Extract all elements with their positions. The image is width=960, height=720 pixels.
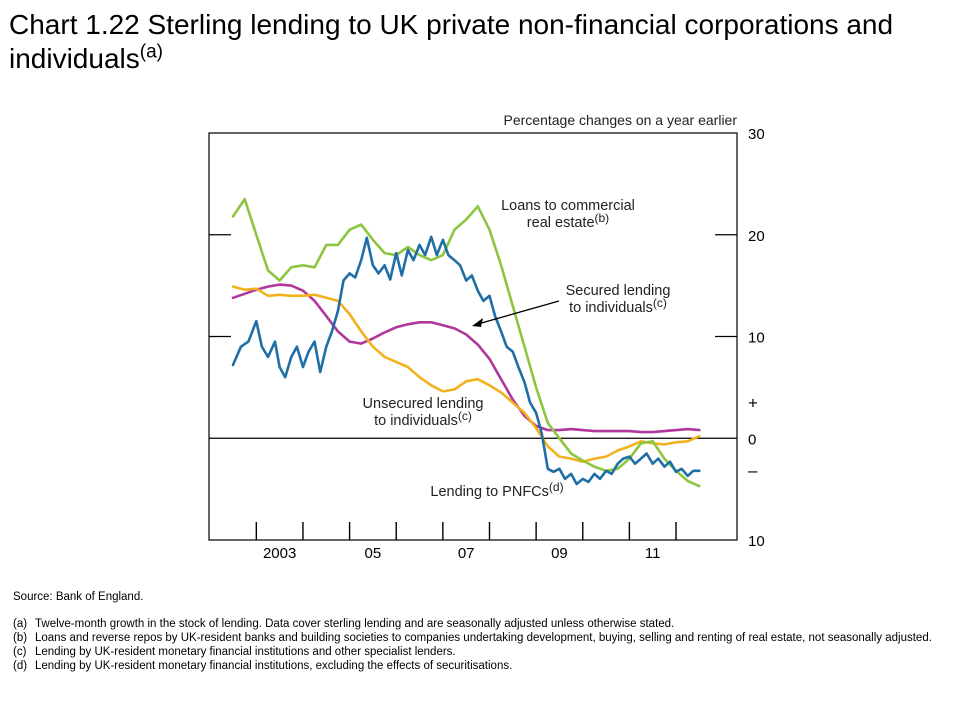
y-tick-label: 0 xyxy=(748,431,756,448)
annotation-line: Lending to PNFCs(d) xyxy=(430,480,563,500)
y-tick-label: 30 xyxy=(748,126,765,143)
chart-title: Chart 1.22 Sterling lending to UK privat… xyxy=(9,8,949,76)
x-tick-label: 2003 xyxy=(263,545,296,562)
series-line-pnfc xyxy=(231,235,701,486)
footnote-label: (a) xyxy=(13,618,28,630)
annotation-line: real estate(b) xyxy=(527,211,609,231)
chart-title-footnote-marker: (a) xyxy=(139,41,163,63)
series-line-cre xyxy=(231,197,701,488)
chart-title-text: Chart 1.22 Sterling lending to UK privat… xyxy=(9,9,894,74)
source-note: Source: Bank of England. xyxy=(13,591,144,603)
x-tick-label: 05 xyxy=(365,545,382,562)
annotation-arrow-line xyxy=(477,300,560,325)
footnote-text: Lending by UK-resident monetary financia… xyxy=(35,646,456,658)
chart-axes: 30 20 10 0 10 + – Percentage changes on a year … xyxy=(208,112,765,562)
annotation-arrow-head xyxy=(472,318,483,327)
chart: 30 20 10 0 10 + – Percentage changes on a year … xyxy=(208,112,765,562)
y-tick-label: 10 xyxy=(748,533,765,550)
annotation-line: Unsecured lending xyxy=(363,396,484,412)
y-tick-label: 20 xyxy=(748,228,765,245)
footnote-label: (c) xyxy=(13,646,27,658)
chart-notes: Source: Bank of England. (a) Twelve-month… xyxy=(13,590,953,673)
annotation-footnote-marker: (b) xyxy=(595,211,610,225)
chart-series xyxy=(231,197,701,488)
footnote-label: (b) xyxy=(13,632,28,644)
negative-sign-label: – xyxy=(748,461,758,480)
annotation-line: Loans to commercial xyxy=(501,198,635,214)
annotation-footnote-marker: (c) xyxy=(458,409,472,423)
annotation-line: to individuals(c) xyxy=(569,296,667,316)
plot-frame xyxy=(208,132,738,541)
footnote-text: Loans and reverse repos by UK-resident b… xyxy=(35,632,932,644)
footnote-text: Lending by UK-resident monetary financia… xyxy=(35,660,513,672)
annotation-line: Secured lending xyxy=(566,283,671,299)
x-tick-label: 07 xyxy=(458,545,475,562)
annotation-footnote-marker: (d) xyxy=(549,480,564,494)
x-tick-label: 11 xyxy=(645,545,661,562)
annotation-pnfc: Lending to PNFCs(d) xyxy=(430,480,563,500)
x-tick-label: 09 xyxy=(551,545,568,562)
y-axis-units-label: Percentage changes on a year earlier xyxy=(504,112,738,128)
y-tick-label: 10 xyxy=(748,330,765,347)
series-line-unsecured xyxy=(231,285,701,463)
footnote-label: (d) xyxy=(13,660,28,672)
footnote-d: (d) Lending by UK-resident monetary finan… xyxy=(13,659,953,673)
annotation-line: to individuals(c) xyxy=(374,409,472,429)
annotation-footnote-marker: (c) xyxy=(653,296,667,310)
footnote-b: (b) Loans and reverse repos by UK-residen… xyxy=(13,631,953,645)
footnote-a: (a) Twelve-month growth in the stock of l… xyxy=(13,617,953,631)
series-line-secured xyxy=(231,283,701,434)
footnote-c: (c) Lending by UK-resident monetary finan… xyxy=(13,645,953,659)
positive-sign-label: + xyxy=(748,394,758,413)
footnote-text: Twelve-month growth in the stock of lend… xyxy=(35,618,675,630)
